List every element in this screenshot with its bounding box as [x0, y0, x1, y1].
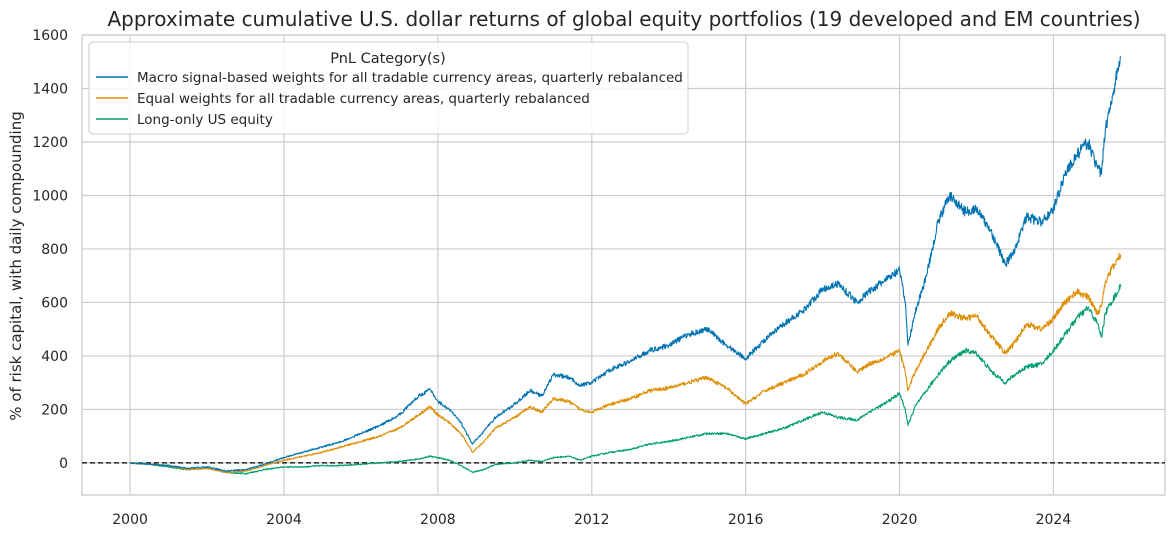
x-tick-label: 2000	[112, 512, 148, 528]
chart-title: Approximate cumulative U.S. dollar retur…	[107, 7, 1140, 31]
y-tick-label: 1400	[32, 81, 68, 97]
x-tick-label: 2024	[1036, 512, 1072, 528]
y-axis-title: % of risk capital, with daily compoundin…	[7, 111, 25, 421]
y-tick-label: 0	[59, 456, 68, 472]
y-tick-label: 200	[41, 402, 68, 418]
x-tick-label: 2004	[266, 512, 302, 528]
y-axis: 0 200 400 600 800 1000 1200 1400 1600	[32, 28, 68, 472]
series-line-1	[129, 252, 1122, 474]
legend-label: Long-only US equity	[137, 112, 273, 128]
legend: PnL Category(s) Macro signal-based weigh…	[88, 41, 689, 135]
series-line-2	[129, 283, 1122, 475]
x-tick-label: 2020	[882, 512, 918, 528]
y-tick-label: 1000	[32, 188, 68, 204]
y-tick-label: 400	[41, 349, 68, 365]
series-line-0	[129, 55, 1122, 473]
series-layer	[129, 55, 1122, 475]
y-tick-label: 1600	[32, 28, 68, 44]
legend-label: Equal weights for all tradable currency …	[137, 91, 590, 107]
y-tick-label: 1200	[32, 135, 68, 151]
x-tick-label: 2008	[420, 512, 456, 528]
plot-frame	[81, 34, 1166, 496]
x-axis: 2000 2004 2008 2012 2016 2020 2024	[112, 512, 1071, 528]
y-tick-label: 800	[41, 242, 68, 258]
x-tick-label: 2016	[728, 512, 764, 528]
legend-box	[88, 41, 689, 135]
legend-items: Macro signal-based weights for all trada…	[96, 70, 683, 128]
legend-title: PnL Category(s)	[330, 51, 445, 67]
legend-label: Macro signal-based weights for all trada…	[137, 70, 683, 86]
y-tick-label: 600	[41, 295, 68, 311]
x-tick-label: 2012	[574, 512, 610, 528]
